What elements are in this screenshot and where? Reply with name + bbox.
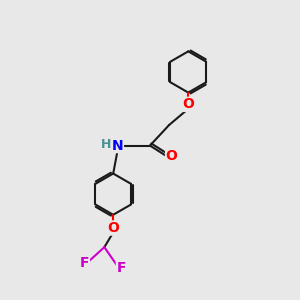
Text: H: H <box>100 138 111 151</box>
Text: N: N <box>112 139 123 153</box>
Text: F: F <box>116 261 126 275</box>
Text: O: O <box>107 221 119 235</box>
Text: O: O <box>182 98 194 111</box>
Text: O: O <box>166 149 177 163</box>
Text: F: F <box>80 256 89 270</box>
